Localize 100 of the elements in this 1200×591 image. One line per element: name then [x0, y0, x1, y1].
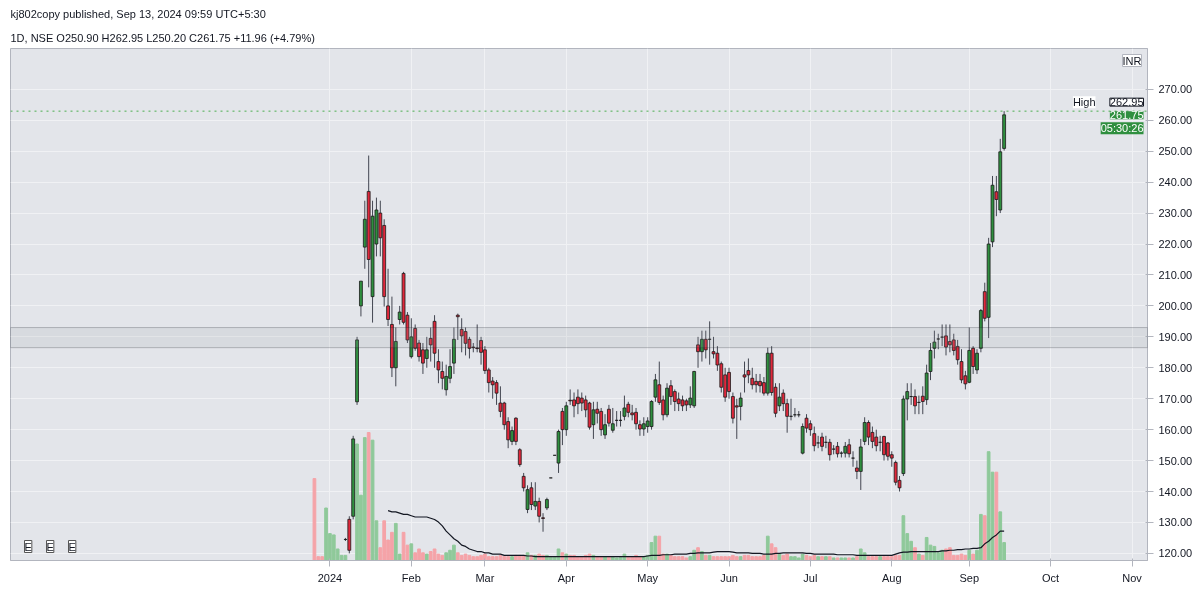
y-tick-label: 210.00 — [1158, 268, 1193, 281]
bar — [382, 520, 387, 561]
y-tick-label: 170.00 — [1158, 392, 1193, 405]
bar — [452, 544, 456, 561]
y-tick-label: 160.00 — [1158, 423, 1193, 436]
candlestick — [696, 336, 700, 369]
candlestick — [827, 438, 832, 462]
y-tick-label: 200.00 — [1158, 299, 1193, 312]
bar — [924, 536, 929, 561]
bar — [855, 556, 859, 561]
y-tick-label: 230.00 — [1158, 207, 1193, 220]
bar — [444, 552, 449, 561]
bar — [719, 556, 724, 561]
bar — [998, 511, 1003, 561]
candlestick — [738, 392, 743, 421]
bar — [684, 557, 689, 561]
bar — [889, 556, 894, 561]
bar — [502, 556, 507, 561]
bar — [510, 556, 514, 561]
bar — [738, 556, 743, 561]
bar — [820, 556, 824, 561]
bar — [762, 554, 766, 561]
bar — [653, 535, 658, 561]
y-axis-title: INR — [1122, 54, 1142, 67]
bar — [614, 557, 619, 561]
bar — [893, 554, 898, 561]
annotation: 261.75 — [1109, 109, 1144, 122]
bar — [486, 556, 491, 561]
bar — [979, 513, 983, 561]
bar — [948, 547, 952, 561]
candlestick — [641, 416, 646, 437]
bar — [843, 557, 848, 561]
bar — [839, 557, 844, 561]
candlestick — [529, 481, 534, 511]
candlestick — [816, 435, 820, 449]
x-tick-label: Jun — [720, 571, 738, 584]
bar — [824, 556, 828, 561]
x-tick-label: Sep — [959, 571, 980, 584]
bar — [421, 552, 425, 561]
bar — [428, 551, 433, 561]
bar — [777, 553, 782, 561]
bar — [808, 556, 813, 561]
x-tick-label: Mar — [475, 571, 495, 584]
bar — [715, 556, 720, 561]
bar — [827, 556, 832, 561]
bar — [851, 557, 855, 561]
bar — [703, 554, 708, 561]
bar — [676, 556, 681, 561]
candlestick — [758, 373, 762, 394]
bar — [324, 507, 328, 561]
bar — [967, 549, 972, 561]
bar — [312, 478, 317, 561]
bar — [765, 535, 770, 561]
bar — [692, 549, 697, 561]
bar — [812, 554, 817, 561]
candlestick — [944, 323, 948, 356]
bar — [320, 556, 325, 561]
bar — [886, 556, 890, 561]
y-tick-label: 190.00 — [1158, 330, 1193, 343]
bar — [424, 553, 429, 561]
bar — [723, 556, 728, 561]
candlestick — [517, 447, 522, 468]
bar — [506, 556, 511, 561]
y-tick-label: 140.00 — [1158, 485, 1193, 498]
bar — [982, 515, 987, 561]
y-tick-label: 260.00 — [1158, 114, 1193, 127]
bar — [920, 554, 925, 561]
y-tick-label: 270.00 — [1158, 83, 1193, 96]
candlestick — [882, 435, 886, 462]
candlestick — [576, 388, 580, 415]
bar — [754, 556, 759, 561]
candlestick — [866, 419, 871, 446]
bar — [401, 531, 406, 561]
bar — [479, 554, 483, 561]
candlestick — [568, 388, 573, 406]
bar — [858, 548, 863, 561]
bar — [657, 535, 662, 561]
bar — [366, 432, 371, 561]
text: kj802copy published, Sep 13, 2024 09:59 UTC+5:30 — [10, 7, 266, 20]
bar — [878, 556, 882, 561]
x-tick-label: 2024 — [317, 571, 343, 584]
bar — [475, 556, 480, 561]
candlestick — [514, 416, 518, 446]
y-tick-label: 240.00 — [1158, 176, 1193, 189]
bar — [731, 554, 735, 561]
bar — [816, 556, 820, 561]
candlestick — [754, 373, 759, 394]
bar — [393, 522, 398, 561]
bar — [707, 554, 712, 561]
x-tick-label: Oct — [1042, 571, 1060, 584]
candlestick — [777, 382, 782, 412]
bar — [913, 547, 917, 561]
candlestick — [676, 392, 681, 412]
bar — [471, 556, 476, 561]
x-tick-label: May — [637, 571, 659, 584]
bar — [440, 554, 445, 561]
bar — [355, 443, 359, 561]
bar — [831, 557, 836, 561]
bar — [669, 554, 673, 561]
bar — [917, 553, 921, 561]
